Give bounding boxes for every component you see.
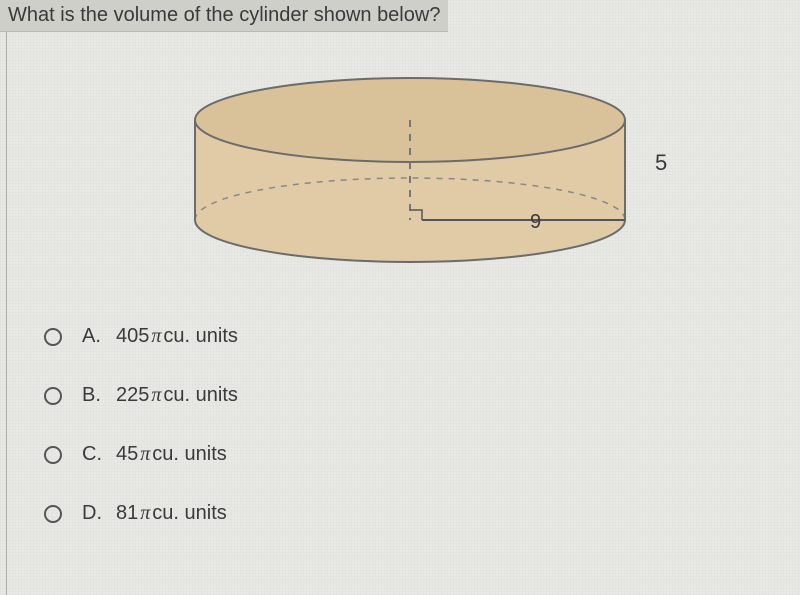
choice-letter: C. bbox=[82, 443, 106, 466]
radio-icon[interactable] bbox=[44, 387, 62, 405]
pi-symbol: π bbox=[149, 384, 163, 407]
choice-c[interactable]: C. 45π cu. units bbox=[44, 443, 760, 466]
choice-letter: A. bbox=[82, 325, 106, 348]
cylinder-svg: 9 bbox=[170, 70, 650, 280]
choice-value: 225 bbox=[116, 384, 149, 407]
page-left-margin bbox=[6, 0, 7, 595]
radio-icon[interactable] bbox=[44, 505, 62, 523]
choice-letter: D. bbox=[82, 502, 106, 525]
choice-a[interactable]: A. 405π cu. units bbox=[44, 325, 760, 348]
choice-unit: cu. units bbox=[152, 443, 226, 466]
height-label: 5 bbox=[655, 150, 667, 176]
radius-label: 9 bbox=[530, 211, 541, 233]
radio-icon[interactable] bbox=[44, 446, 62, 464]
pi-symbol: π bbox=[138, 443, 152, 466]
choice-unit: cu. units bbox=[163, 325, 237, 348]
choice-value: 81 bbox=[116, 502, 138, 525]
choice-letter: B. bbox=[82, 384, 106, 407]
choice-value: 405 bbox=[116, 325, 149, 348]
choice-unit: cu. units bbox=[163, 384, 237, 407]
pi-symbol: π bbox=[138, 502, 152, 525]
radio-icon[interactable] bbox=[44, 328, 62, 346]
choice-b[interactable]: B. 225π cu. units bbox=[44, 384, 760, 407]
choice-unit: cu. units bbox=[152, 502, 226, 525]
pi-symbol: π bbox=[149, 325, 163, 348]
cylinder-figure: 9 bbox=[170, 70, 650, 270]
question-text: What is the volume of the cylinder shown… bbox=[0, 0, 448, 32]
choice-value: 45 bbox=[116, 443, 138, 466]
choice-d[interactable]: D. 81π cu. units bbox=[44, 502, 760, 525]
answer-choices: A. 405π cu. units B. 225π cu. units C. 4… bbox=[44, 325, 760, 561]
